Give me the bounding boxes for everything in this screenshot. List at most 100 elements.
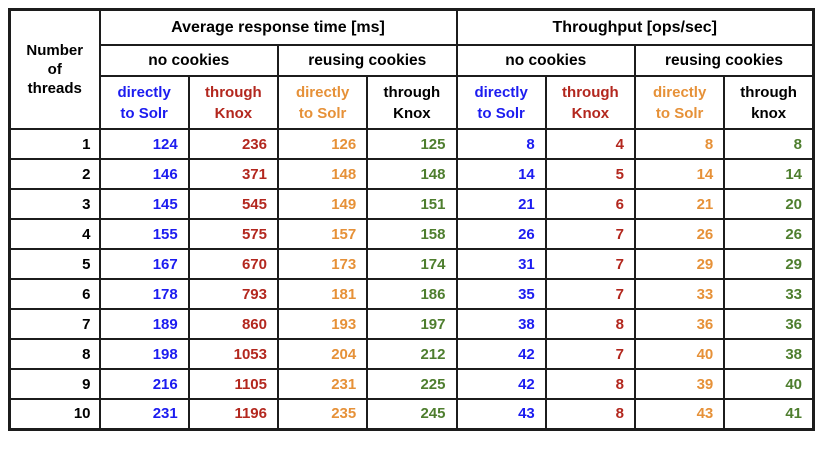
- table-row: 9 216 1105 231 225 42 8 39 40: [8, 368, 815, 400]
- value-cell-rt-nocookies-knox: 793: [187, 278, 280, 310]
- value-cell-tp-cookies-direct: 43: [633, 398, 726, 430]
- value-cell-rt-cookies-direct: 148: [276, 158, 369, 190]
- table-row: 3 145 545 149 151 21 6 21 20: [8, 188, 815, 220]
- value-cell-tp-nocookies-direct: 14: [455, 158, 547, 190]
- column-header-line: to Solr: [120, 104, 168, 122]
- threads-cell: 7: [8, 308, 101, 340]
- table-row: 5 167 670 173 174 31 7 29 29: [8, 248, 815, 280]
- column-header-line: directly: [117, 83, 171, 101]
- value-cell-tp-nocookies-knox: 8: [544, 398, 637, 430]
- value-cell-tp-cookies-direct: 29: [633, 248, 726, 280]
- column-header-tp-cookies-knox: through knox: [723, 75, 815, 130]
- value-cell-rt-cookies-knox: 148: [366, 158, 458, 190]
- value-cell-rt-cookies-direct: 235: [276, 398, 369, 430]
- value-cell-rt-cookies-knox: 245: [366, 398, 458, 430]
- column-header-line: through: [205, 83, 262, 101]
- value-cell-rt-nocookies-direct: 146: [98, 158, 190, 190]
- value-cell-rt-nocookies-direct: 167: [98, 248, 190, 280]
- column-header-line: directly: [295, 83, 350, 101]
- column-header-tp-cookies-direct: directly to Solr: [633, 75, 726, 130]
- table-row: 8 198 1053 204 212 42 7 40 38: [8, 338, 815, 370]
- threads-cell: 3: [8, 188, 101, 220]
- subgroup-rt-no-cookies: no cookies: [98, 44, 279, 77]
- column-header-line: Knox: [571, 104, 610, 122]
- column-header-rt-cookies-knox: through Knox: [366, 75, 458, 130]
- value-cell-tp-cookies-knox: 41: [723, 398, 815, 430]
- threads-cell: 1: [8, 128, 101, 160]
- threads-cell: 10: [8, 398, 101, 430]
- column-header-line: knox: [751, 104, 787, 122]
- value-cell-rt-nocookies-knox: 860: [187, 308, 280, 340]
- value-cell-rt-nocookies-direct: 189: [98, 308, 190, 340]
- value-cell-tp-cookies-knox: 40: [723, 368, 815, 400]
- threads-cell: 8: [8, 338, 101, 370]
- table-row: 4 155 575 157 158 26 7 26 26: [8, 218, 815, 250]
- group-header-avg-response-time: Average response time [ms]: [98, 8, 458, 46]
- group-header-throughput: Throughput [ops/sec]: [455, 8, 815, 46]
- value-cell-tp-cookies-knox: 38: [723, 338, 815, 370]
- threads-header-line: of: [47, 61, 62, 78]
- value-cell-tp-cookies-direct: 14: [633, 158, 726, 190]
- threads-cell: 6: [8, 278, 101, 310]
- value-cell-tp-cookies-direct: 36: [633, 308, 726, 340]
- value-cell-rt-nocookies-knox: 236: [187, 128, 280, 160]
- value-cell-rt-cookies-direct: 181: [276, 278, 369, 310]
- value-cell-tp-nocookies-knox: 8: [544, 368, 637, 400]
- column-header-rt-nocookies-knox: through Knox: [187, 75, 280, 130]
- column-header-line: through: [740, 83, 797, 101]
- value-cell-tp-nocookies-knox: 5: [544, 158, 637, 190]
- value-cell-rt-cookies-knox: 158: [366, 218, 458, 250]
- value-cell-tp-cookies-direct: 33: [633, 278, 726, 310]
- value-cell-tp-cookies-knox: 33: [723, 278, 815, 310]
- column-header-row: directly to Solr through Knox directly to Sol…: [10, 75, 815, 130]
- value-cell-rt-cookies-knox: 174: [366, 248, 458, 280]
- column-header-line: directly: [474, 83, 528, 101]
- value-cell-rt-nocookies-knox: 1105: [187, 368, 280, 400]
- column-header-line: Knox: [214, 104, 253, 122]
- value-cell-tp-nocookies-knox: 7: [544, 248, 637, 280]
- value-cell-tp-nocookies-direct: 21: [455, 188, 547, 220]
- threads-header-line: Number: [26, 42, 84, 59]
- value-cell-rt-cookies-knox: 212: [366, 338, 458, 370]
- column-header-rt-nocookies-direct: directly to Solr: [98, 75, 190, 130]
- value-cell-rt-cookies-knox: 186: [366, 278, 458, 310]
- threads-cell: 9: [8, 368, 101, 400]
- value-cell-tp-nocookies-knox: 7: [544, 218, 637, 250]
- value-cell-tp-nocookies-direct: 26: [455, 218, 547, 250]
- value-cell-rt-cookies-direct: 231: [276, 368, 369, 400]
- value-cell-tp-cookies-direct: 39: [633, 368, 726, 400]
- table-body: 1 124 236 126 125 8 4 8 8 2 146 371 148 148 14 5 14 14 3 14…: [8, 128, 815, 430]
- value-cell-rt-nocookies-direct: 145: [98, 188, 190, 220]
- table-row: 1 124 236 126 125 8 4 8 8: [8, 128, 815, 160]
- value-cell-tp-nocookies-direct: 31: [455, 248, 547, 280]
- value-cell-rt-cookies-direct: 157: [276, 218, 369, 250]
- value-cell-tp-nocookies-knox: 7: [544, 338, 637, 370]
- column-header-line: Knox: [393, 104, 431, 122]
- subgroup-tp-reusing-cookies: reusing cookies: [634, 44, 815, 77]
- value-cell-rt-cookies-direct: 149: [276, 188, 369, 220]
- value-cell-rt-cookies-direct: 126: [276, 128, 369, 160]
- threads-cell: 2: [8, 158, 101, 190]
- value-cell-rt-nocookies-knox: 1053: [187, 338, 280, 370]
- value-cell-rt-nocookies-direct: 216: [98, 368, 190, 400]
- value-cell-tp-nocookies-direct: 42: [455, 338, 547, 370]
- subgroup-rt-reusing-cookies: reusing cookies: [277, 44, 458, 77]
- value-cell-rt-nocookies-direct: 178: [98, 278, 190, 310]
- subgroup-tp-no-cookies: no cookies: [455, 44, 636, 77]
- performance-table: Number of threads Average response time …: [8, 8, 815, 431]
- value-cell-rt-nocookies-knox: 670: [187, 248, 280, 280]
- value-cell-rt-cookies-direct: 204: [276, 338, 369, 370]
- value-cell-tp-cookies-knox: 20: [723, 188, 815, 220]
- column-header-line: through: [383, 83, 441, 101]
- threads-column-header: Number of threads: [8, 8, 101, 130]
- value-cell-tp-cookies-knox: 36: [723, 308, 815, 340]
- column-header-tp-nocookies-direct: directly to Solr: [455, 75, 547, 130]
- column-header-rt-cookies-direct: directly to Solr: [276, 75, 369, 130]
- column-header-line: to Solr: [477, 104, 525, 122]
- table-row: 6 178 793 181 186 35 7 33 33: [8, 278, 815, 310]
- value-cell-tp-cookies-direct: 26: [633, 218, 726, 250]
- value-cell-tp-cookies-direct: 40: [633, 338, 726, 370]
- value-cell-tp-cookies-knox: 29: [723, 248, 815, 280]
- value-cell-tp-cookies-direct: 21: [633, 188, 726, 220]
